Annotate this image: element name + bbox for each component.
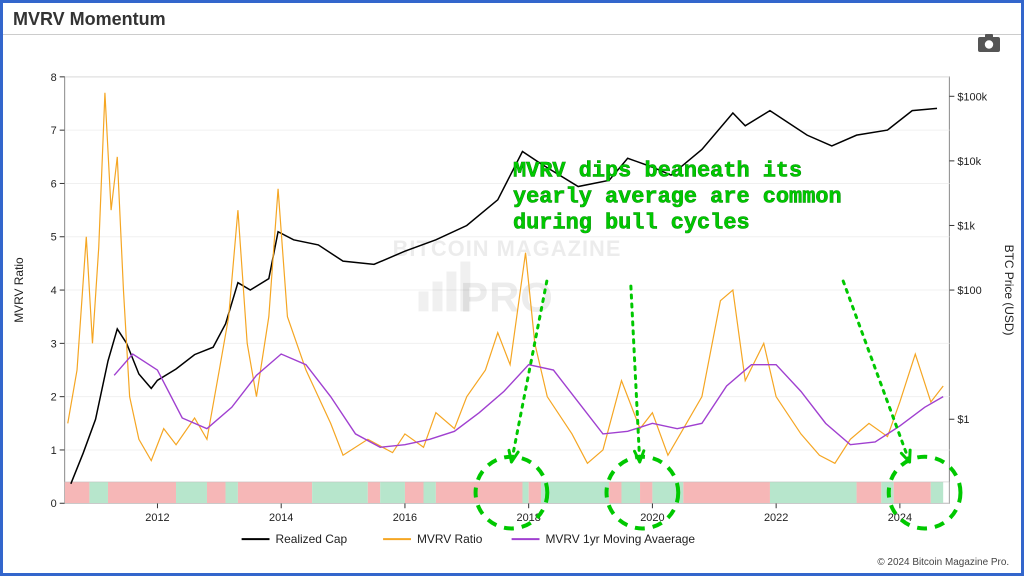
momentum-band-segment — [683, 482, 770, 503]
momentum-band-segment — [529, 482, 541, 503]
momentum-band-segment — [65, 482, 90, 503]
momentum-band-segment — [541, 482, 609, 503]
y-left-tick: 3 — [51, 338, 57, 350]
momentum-band-segment — [640, 482, 652, 503]
legend-label: Realized Cap — [275, 532, 347, 546]
x-tick: 2016 — [393, 512, 417, 524]
momentum-band-segment — [405, 482, 424, 503]
y-right-tick: $100k — [957, 91, 987, 103]
momentum-band-segment — [108, 482, 176, 503]
x-tick: 2022 — [764, 512, 788, 524]
y-right-tick: $1k — [957, 220, 975, 232]
momentum-band-segment — [226, 482, 238, 503]
x-tick: 2014 — [269, 512, 293, 524]
y-left-tick: 6 — [51, 178, 57, 190]
momentum-band-segment — [609, 482, 621, 503]
y-right-tick: $10k — [957, 156, 981, 168]
y-left-tick: 1 — [51, 445, 57, 457]
watermark: BITCOIN MAGAZINE — [393, 236, 622, 261]
chart-svg: 0 1 2 3 4 5 6 7 8 $1 $100 $1k $10k $100k 2012 2014 2016 2… — [3, 37, 1021, 573]
annotation-text: during bull cycles — [513, 210, 750, 235]
watermark: PRO — [460, 273, 554, 320]
legend-label: MVRV Ratio — [417, 532, 483, 546]
y-left-tick: 2 — [51, 392, 57, 404]
momentum-band-segment — [857, 482, 882, 503]
annotation-text: MVRV dips beaneath its — [513, 158, 802, 183]
x-tick: 2012 — [145, 512, 169, 524]
momentum-band-segment — [207, 482, 226, 503]
y-left-tick: 8 — [51, 72, 57, 84]
momentum-band-segment — [89, 482, 108, 503]
footer-copyright: © 2024 Bitcoin Magazine Pro. — [877, 557, 1009, 568]
y-right-tick: $1 — [957, 414, 969, 426]
legend-label: MVRV 1yr Moving Avaerage — [545, 532, 695, 546]
momentum-band-segment — [621, 482, 640, 503]
momentum-band-segment — [436, 482, 523, 503]
momentum-band-segment — [380, 482, 405, 503]
chart-title: MVRV Momentum — [3, 3, 1021, 35]
y-left-tick: 5 — [51, 232, 57, 244]
momentum-band-segment — [522, 482, 528, 503]
momentum-band-segment — [176, 482, 207, 503]
y-left-tick: 7 — [51, 125, 57, 137]
y-left-tick: 0 — [51, 498, 57, 510]
momentum-band-segment — [368, 482, 380, 503]
momentum-band-segment — [238, 482, 312, 503]
plot-area: 0 1 2 3 4 5 6 7 8 $1 $100 $1k $10k $100k 2012 2014 2016 2… — [3, 37, 1021, 573]
y-left-tick: 4 — [51, 285, 57, 297]
y-right-tick: $100 — [957, 285, 981, 297]
momentum-band-segment — [312, 482, 368, 503]
momentum-band-segment — [931, 482, 943, 503]
momentum-band-segment — [423, 482, 435, 503]
y-right-label: BTC Price (USD) — [1002, 245, 1016, 336]
y-left-label: MVRV Ratio — [12, 257, 26, 323]
annotation-text: yearly average are common — [513, 184, 842, 209]
momentum-band-segment — [770, 482, 857, 503]
momentum-band-segment — [894, 482, 931, 503]
chart-frame: { "title": "MVRV Momentum", "footer": "©… — [0, 0, 1024, 576]
